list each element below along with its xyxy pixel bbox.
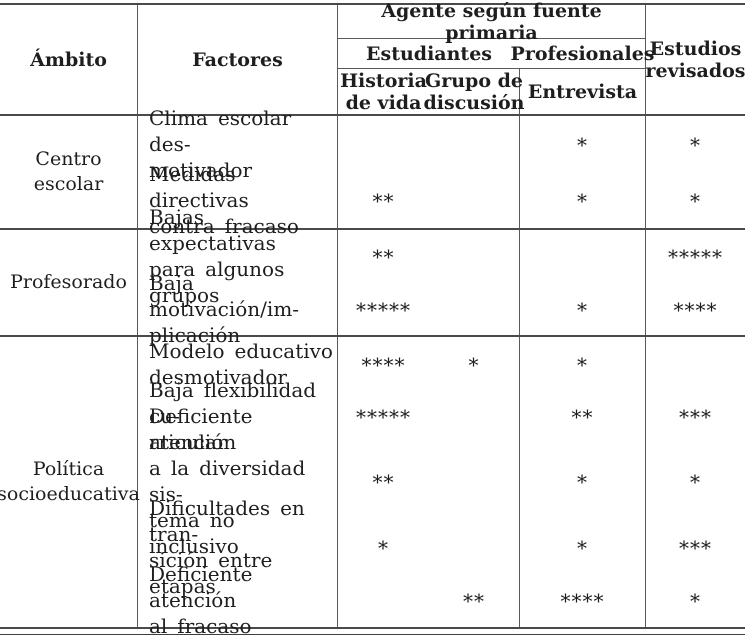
factor-label: Modelo educativo desmotivador	[138, 337, 338, 390]
stars-historia: *	[378, 535, 389, 560]
stars-historia	[338, 116, 429, 172]
stars-entrevista: ****	[520, 573, 646, 627]
stars-grupo	[429, 282, 520, 335]
stars-grupo: *	[429, 337, 520, 390]
factor-label: Deficiente atención al fracaso	[138, 562, 338, 635]
stars-grupo	[429, 520, 520, 573]
stars-estudios: *	[690, 189, 701, 213]
stars-estudios	[646, 337, 745, 390]
stars-entrevista: *	[520, 520, 646, 573]
header-historia-de-vida: Historia de vida	[340, 69, 427, 114]
stars-historia: **	[372, 189, 395, 213]
stars-estudios: ****	[673, 297, 718, 322]
stars-estudios: ***	[679, 535, 712, 560]
header-ambito: Ámbito	[0, 5, 138, 114]
header-agente-fuente-primaria: Agente según fuente primaria	[338, 0, 646, 44]
stars-grupo	[429, 390, 520, 442]
ambito-label: Centro escolar	[0, 116, 138, 228]
stars-historia: ****	[361, 352, 406, 377]
stars-grupo	[429, 442, 520, 520]
stars-entrevista: *	[520, 172, 646, 228]
stars-entrevista: *	[520, 116, 646, 172]
header-grupo-discusion: Grupo de discusión	[423, 69, 525, 114]
stars-estudios: *****	[668, 245, 723, 269]
header-entrevista: Entrevista	[520, 69, 646, 114]
section-politica-socioeducativa: Política socioeducativa Modelo educativo…	[0, 337, 745, 635]
header-estudios-revisados: Estudios revisados	[645, 37, 745, 82]
ambito-label: Profesorado	[0, 230, 138, 335]
stars-entrevista	[520, 230, 646, 282]
table-header: Ámbito Factores Agente según fuente prim…	[0, 0, 745, 116]
stars-grupo	[429, 230, 520, 282]
ambito-label: Política socioeducativa	[0, 337, 140, 627]
stars-historia: **	[372, 245, 395, 269]
stars-estudios: ***	[679, 405, 712, 429]
stars-historia	[338, 573, 429, 627]
stars-grupo: **	[429, 573, 520, 627]
header-factores: Factores	[138, 5, 338, 114]
stars-estudios: *	[690, 589, 701, 613]
stars-entrevista: *	[520, 337, 646, 390]
stars-grupo	[429, 172, 520, 228]
section-centro-escolar: Centro escolar Clima escolar des- motiva…	[0, 106, 745, 238]
factor-label: Baja motivación/im- plicación	[138, 271, 338, 347]
header-profesionales: Profesionales	[511, 39, 654, 69]
stars-entrevista: *	[520, 442, 646, 520]
stars-entrevista: *	[520, 282, 646, 335]
stars-historia: *****	[356, 297, 411, 322]
stars-historia: *****	[356, 405, 411, 429]
section-profesorado: Profesorado Bajas expectativas para algu…	[0, 205, 745, 347]
stars-estudios: *	[690, 133, 701, 157]
stars-estudios: *	[690, 470, 701, 494]
stars-historia: **	[372, 470, 395, 494]
stars-entrevista: **	[520, 390, 646, 442]
stars-grupo	[429, 116, 520, 172]
header-estudiantes: Estudiantes	[338, 39, 520, 69]
